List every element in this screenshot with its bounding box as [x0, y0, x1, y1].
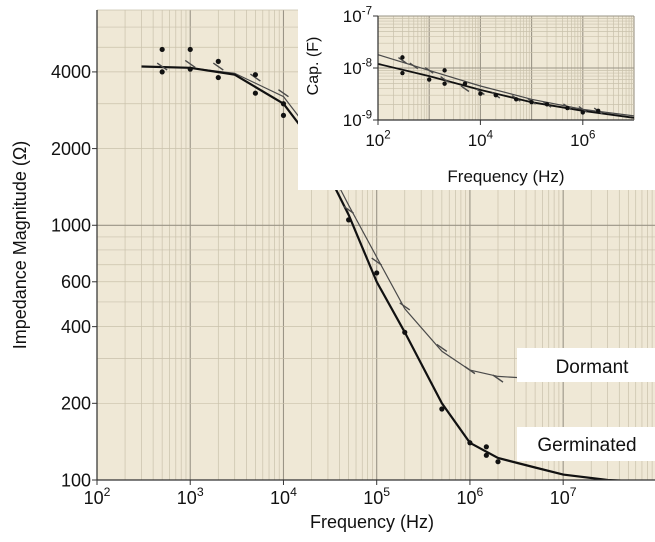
x-tick-label: 106 [457, 485, 484, 508]
point-germinated [529, 100, 533, 104]
point-germinated [400, 55, 404, 59]
point-germinated [484, 444, 489, 449]
y-tick-label: 600 [61, 272, 91, 292]
x-tick-label: 105 [363, 485, 390, 508]
point-germinated [160, 47, 165, 52]
y-tick-label: 100 [61, 470, 91, 490]
dormant-label: Dormant [556, 357, 630, 378]
point-germinated [400, 71, 404, 75]
y-tick-label: 2000 [51, 139, 91, 159]
x-tick-label: 103 [177, 485, 204, 508]
x-tick-label: 104 [270, 485, 297, 508]
point-germinated [495, 459, 500, 464]
main-y-axis-label: Impedance Magnitude (Ω) [10, 141, 30, 350]
y-tick-label: 4000 [51, 62, 91, 82]
point-germinated [478, 92, 482, 96]
point-germinated [442, 68, 446, 72]
main-x-axis-label: Frequency (Hz) [310, 512, 434, 532]
point-germinated [281, 113, 286, 118]
point-germinated [442, 81, 446, 85]
point-germinated [545, 102, 549, 106]
point-germinated [494, 93, 498, 97]
point-germinated [216, 59, 221, 64]
point-germinated [581, 110, 585, 114]
point-germinated [596, 109, 600, 113]
point-germinated [427, 77, 431, 81]
y-tick-label: 400 [61, 317, 91, 337]
point-germinated [467, 440, 472, 445]
main-y-ticks: 100 200 400 600 1000 2000 4000 [51, 62, 97, 490]
point-germinated [346, 217, 351, 222]
point-germinated [281, 101, 286, 106]
inset-y-axis-label: Cap. (F) [305, 37, 322, 96]
x-tick-label: 107 [550, 485, 577, 508]
point-germinated [565, 106, 569, 110]
point-germinated [160, 69, 165, 74]
point-germinated [216, 75, 221, 80]
germinated-label: Germinated [537, 435, 636, 456]
point-germinated [188, 67, 193, 72]
point-germinated [374, 270, 379, 275]
y-tick-label: 200 [61, 394, 91, 414]
point-germinated [514, 97, 518, 101]
point-germinated [439, 406, 444, 411]
point-germinated [484, 453, 489, 458]
point-germinated [253, 72, 258, 77]
point-germinated [253, 91, 258, 96]
point-germinated [188, 47, 193, 52]
y-tick-label: 1000 [51, 216, 91, 236]
point-germinated [402, 330, 407, 335]
inset-x-axis-label: Frequency (Hz) [447, 167, 564, 186]
point-germinated [463, 81, 467, 85]
